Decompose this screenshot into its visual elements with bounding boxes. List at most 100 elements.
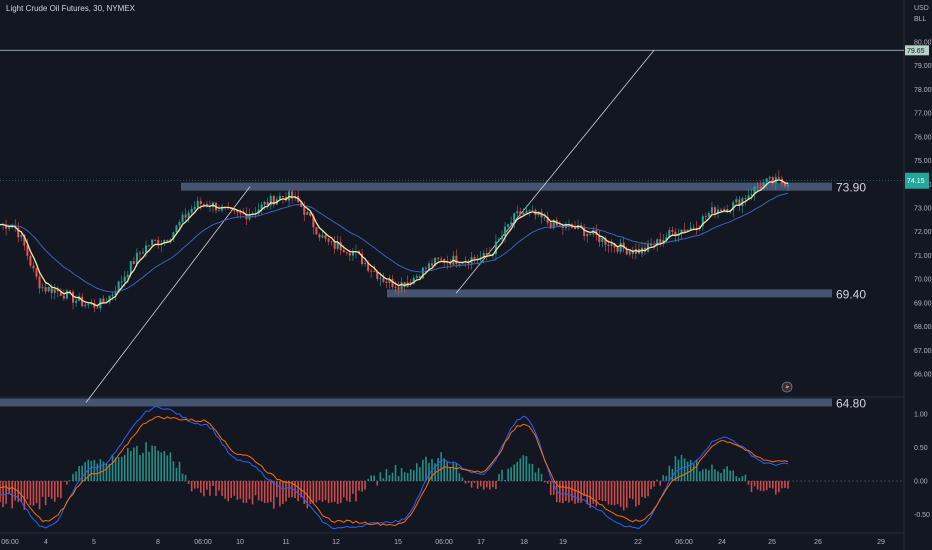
price-tick-label: 67.00 [914, 348, 932, 355]
histogram-bar [148, 451, 150, 481]
candle-body [65, 290, 68, 299]
histogram-bar [242, 481, 245, 503]
candle-body [528, 210, 531, 212]
candle-body [507, 224, 510, 227]
candle-body [172, 232, 175, 240]
histogram-bar [708, 470, 710, 481]
histogram-bar [142, 452, 144, 481]
histogram-bar [635, 481, 637, 507]
macd-tick-label: 0.50 [914, 445, 928, 452]
histogram-bar [5, 481, 7, 504]
histogram-bar [175, 467, 178, 481]
candle-body [735, 199, 738, 203]
histogram-bar [373, 475, 376, 481]
histogram-bar [406, 472, 409, 481]
macd-axis: 1.00 0.50 0.00 -0.50 [914, 412, 930, 520]
candle-body [586, 233, 589, 237]
time-tick-label: 8 [156, 539, 160, 546]
histogram-bar [382, 478, 385, 481]
histogram-bar [227, 481, 229, 502]
candle-body [196, 200, 199, 207]
histogram-bar [632, 481, 634, 500]
candle-body [631, 251, 634, 254]
candle-body [720, 209, 723, 211]
candle-body [81, 296, 84, 307]
candle-body [394, 287, 397, 288]
histogram-bar [723, 468, 725, 481]
histogram-bar [625, 481, 628, 508]
histogram-bar [288, 481, 290, 498]
current-price-tag-label: 74.15 [907, 178, 925, 185]
histogram-bar [154, 446, 156, 481]
histogram-bar [248, 481, 251, 500]
price-tick-label: 77.00 [914, 111, 932, 118]
histogram-bar [717, 471, 719, 481]
ema-fast-line [0, 179, 789, 307]
time-tick-label: 06:00 [435, 539, 453, 546]
candle-body [434, 257, 437, 266]
macd-tick-label: 1.00 [914, 412, 928, 419]
candle-body [421, 267, 424, 279]
histogram-bar [172, 461, 175, 481]
candle-body [193, 206, 196, 209]
candle-body [437, 257, 440, 259]
histogram-bar [628, 481, 631, 499]
candle-body [205, 203, 208, 207]
histogram-bar [534, 472, 537, 481]
candle-body [138, 252, 141, 254]
price-tick-label: 69.00 [914, 300, 932, 307]
lightning-icon[interactable] [781, 381, 793, 393]
candle-body [783, 182, 786, 187]
histogram-bar [251, 481, 254, 505]
candle-body [291, 191, 294, 199]
histogram-bar [595, 481, 598, 507]
candle-body [762, 182, 765, 188]
histogram-bar [193, 481, 196, 489]
histogram-bar [449, 467, 452, 481]
histogram-bar [349, 481, 351, 502]
candle-body [574, 227, 577, 230]
histogram-bar [422, 459, 424, 481]
trend-line-1 [455, 50, 655, 294]
candle-body [747, 195, 750, 199]
time-tick-label: 19 [559, 539, 567, 546]
histogram-bar [674, 456, 677, 481]
candle-body [625, 248, 628, 255]
price-tick-label: 66.00 [914, 372, 932, 379]
candle-body [38, 276, 41, 289]
histogram-bar [187, 481, 190, 484]
histogram-bar [160, 452, 163, 481]
candle-body [17, 227, 20, 238]
histogram-bar [647, 481, 649, 497]
histogram-bar [190, 481, 193, 492]
candle-body [318, 234, 321, 238]
candle-body [440, 258, 443, 260]
candle-body [312, 215, 315, 228]
histogram-bar [619, 481, 622, 507]
macd-tick-label: -0.50 [914, 512, 930, 519]
candle-body [656, 239, 659, 246]
time-tick-label: 12 [332, 539, 340, 546]
histogram-bar [336, 481, 339, 504]
candle-body [114, 292, 117, 295]
candle-body [704, 216, 707, 218]
histogram-bar [361, 481, 363, 492]
candle-body [345, 252, 348, 254]
zone-1 [387, 289, 832, 298]
candle-body [141, 252, 144, 254]
candle-body [519, 211, 522, 215]
histogram-bar [84, 462, 86, 481]
histogram-bar [257, 481, 260, 501]
candle-body [336, 242, 339, 249]
candle-body [373, 271, 376, 273]
time-tick-label: 5 [92, 539, 96, 546]
candle-body [613, 243, 616, 248]
histogram-bar [273, 481, 275, 509]
candle-body [455, 255, 458, 265]
histogram-bar [714, 469, 716, 481]
histogram-bar [312, 481, 315, 503]
histogram-bar [683, 458, 686, 481]
histogram-bar [26, 481, 29, 500]
histogram-bar [123, 454, 126, 481]
